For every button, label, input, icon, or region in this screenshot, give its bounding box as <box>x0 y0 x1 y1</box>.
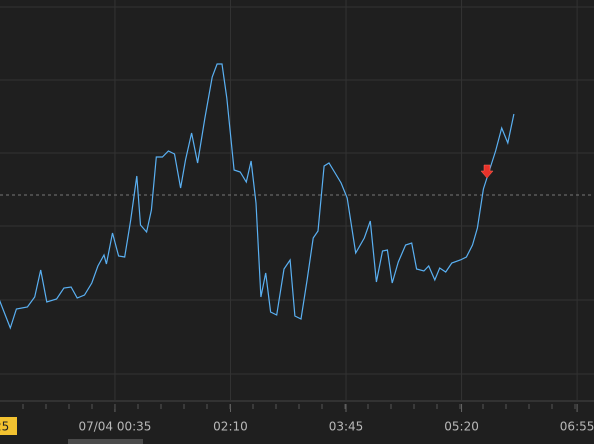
grid <box>0 0 594 400</box>
cursor-label-box <box>0 417 17 435</box>
x-tick-label: 06:55 <box>560 420 594 434</box>
x-axis: 07/04 00:35 02:10 03:45 05:20 06:55 <box>22 404 594 434</box>
data-line <box>0 63 515 330</box>
signal-arrow <box>480 164 494 179</box>
x-tick-label: 07/04 00:35 <box>78 420 151 434</box>
x-tick-label: 05:20 <box>444 420 479 434</box>
scrollbar-thumb[interactable] <box>68 439 143 444</box>
x-tick-label: 03:45 <box>329 420 364 434</box>
cursor-label: 25 <box>0 420 9 434</box>
x-tick-label: 02:10 <box>213 420 248 434</box>
plot <box>0 63 594 330</box>
